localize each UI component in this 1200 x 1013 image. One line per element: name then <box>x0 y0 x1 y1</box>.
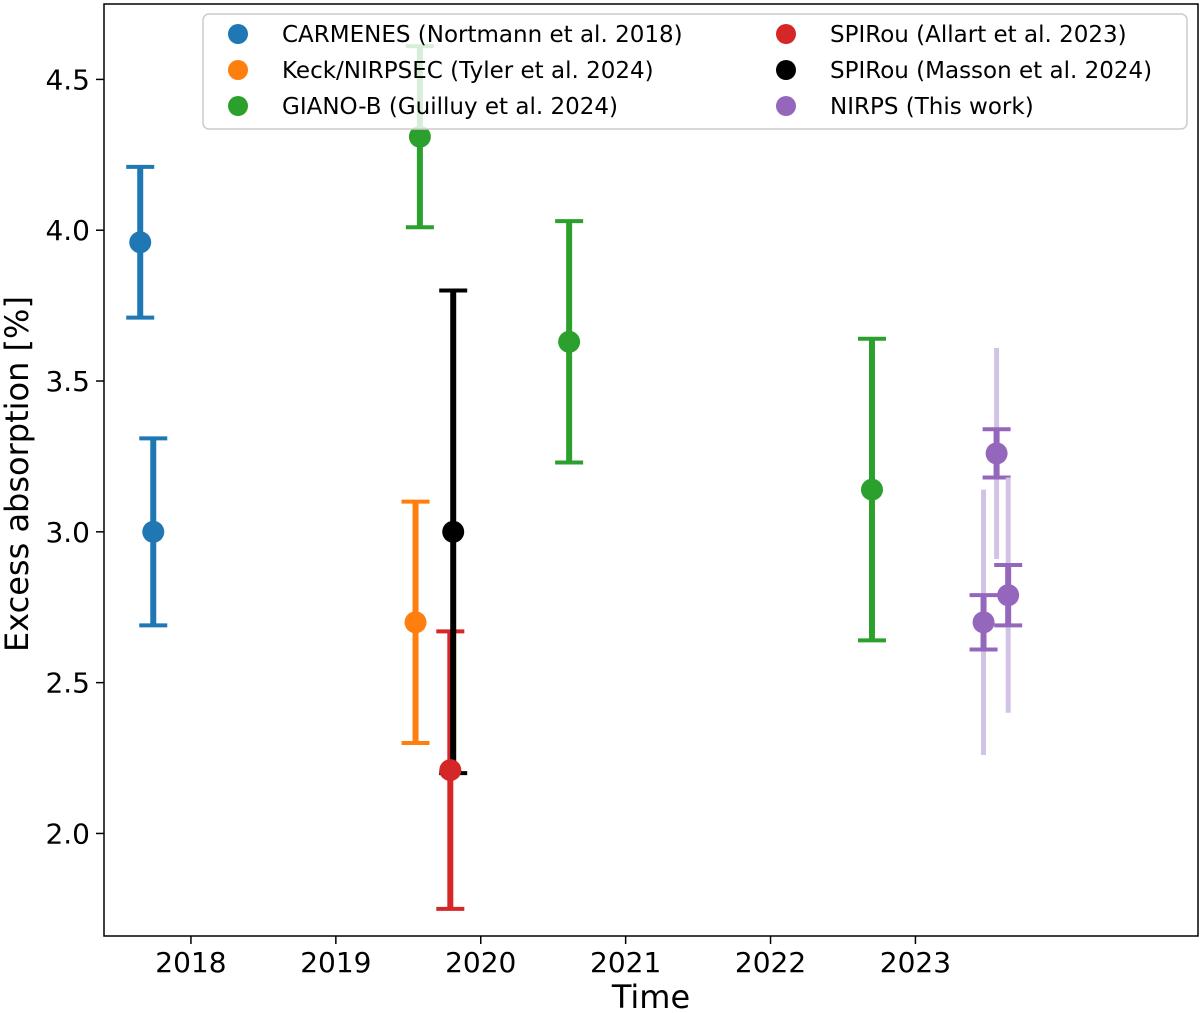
legend-marker <box>776 60 796 80</box>
legend-box <box>202 13 1188 130</box>
x-tick-label: 2023 <box>880 946 951 979</box>
x-axis-ticks: 2018 2019 2020 2021 2022 2023 <box>155 936 951 979</box>
legend-label: Keck/NIRPSEC (Tyler et al. 2024) <box>282 58 654 84</box>
data-point <box>442 520 465 543</box>
y-tick-label: 4.5 <box>45 63 90 96</box>
legend-label: SPIRou (Masson et al. 2024) <box>830 58 1152 84</box>
x-tick-label: 2022 <box>735 946 806 979</box>
data-point <box>404 611 427 634</box>
legend-label: NIRPS (This work) <box>830 94 1034 120</box>
y-tick-label: 3.0 <box>45 516 90 549</box>
y-tick-label: 3.5 <box>45 365 90 398</box>
x-axis-title: Time <box>611 978 690 1013</box>
x-tick-label: 2021 <box>590 946 661 979</box>
data-point <box>972 611 995 634</box>
data-point <box>129 231 152 254</box>
legend-marker <box>228 24 248 44</box>
error-bars <box>126 44 1023 911</box>
x-tick-label: 2019 <box>300 946 371 979</box>
plot-frame <box>103 3 1199 937</box>
data-point <box>997 584 1020 607</box>
x-tick-label: 2018 <box>155 946 226 979</box>
legend-label: GIANO-B (Guilluy et al. 2024) <box>282 94 618 120</box>
legend-label: SPIRou (Allart et al. 2023) <box>830 22 1127 48</box>
y-axis-ticks: 2.0 2.5 3.0 3.5 4.0 4.5 <box>45 63 104 850</box>
legend-marker <box>776 24 796 44</box>
legend-marker <box>228 96 248 116</box>
data-point <box>142 520 165 543</box>
legend-label: CARMENES (Nortmann et al. 2018) <box>282 22 683 48</box>
legend: CARMENES (Nortmann et al. 2018) Keck/NIRP… <box>202 13 1188 130</box>
x-tick-label: 2020 <box>445 946 516 979</box>
legend-marker <box>228 60 248 80</box>
y-axis-title: Excess absorption [%] <box>0 296 36 652</box>
data-point <box>439 759 462 782</box>
data-point <box>860 478 883 501</box>
y-tick-label: 2.0 <box>45 817 90 850</box>
data-markers <box>129 125 1020 782</box>
y-tick-label: 2.5 <box>45 667 90 700</box>
y-tick-label: 4.0 <box>45 214 90 247</box>
data-point <box>558 330 581 353</box>
data-point <box>408 125 431 148</box>
legend-marker <box>776 96 796 116</box>
data-point <box>985 442 1008 465</box>
